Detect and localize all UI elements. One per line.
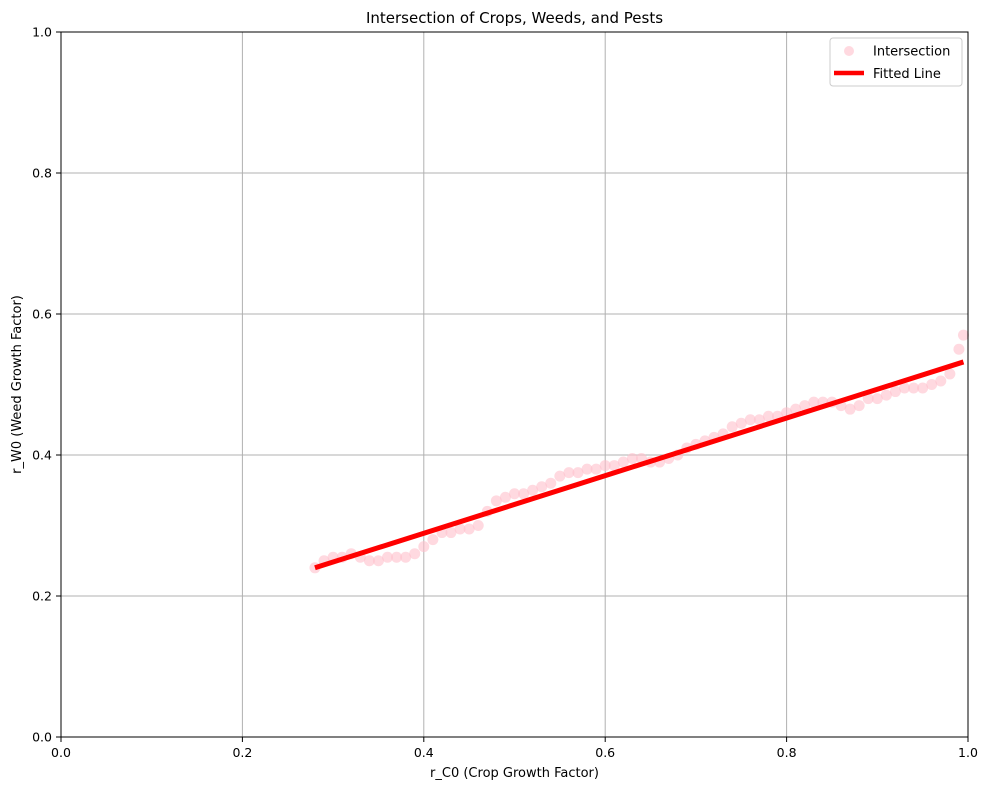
intersection-point (799, 400, 811, 412)
intersection-point (808, 396, 820, 408)
intersection-point (382, 551, 394, 563)
intersection-point (427, 534, 439, 546)
legend-intersection-label: Intersection (873, 45, 950, 60)
intersection-point (509, 488, 520, 500)
intersection-point (499, 491, 511, 503)
x-tick-label: 0.0 (51, 745, 71, 760)
x-tick-label: 0.2 (232, 745, 252, 760)
intersection-point (608, 460, 620, 472)
intersection-point (853, 400, 865, 412)
y-tick-label: 0.6 (32, 307, 52, 322)
y-tick-label: 0.4 (32, 448, 52, 463)
intersection-point (400, 551, 412, 563)
legend-fitted-line-label: Fitted Line (873, 67, 941, 82)
legend: Intersection Fitted Line (829, 37, 963, 87)
fitted-line-group (314, 359, 965, 571)
intersection-point (554, 470, 566, 482)
intersection-point (908, 382, 920, 394)
intersection-point (917, 382, 929, 394)
fitted-line (314, 359, 965, 571)
intersection-point (599, 460, 611, 472)
intersection-point (363, 555, 375, 567)
intersection-point (572, 467, 584, 479)
intersection-point (899, 382, 911, 394)
x-tick-label: 0.4 (414, 745, 434, 760)
x-axis-label: r_C0 (Crop Growth Factor) (430, 766, 599, 781)
intersection-point (372, 555, 384, 567)
intersection-point (626, 453, 638, 465)
intersection-point (726, 421, 738, 433)
intersection-point (409, 548, 421, 560)
intersection-point (935, 375, 947, 387)
y-tick-label: 0.0 (32, 730, 52, 745)
intersection-point (871, 393, 883, 405)
grid (60, 31, 969, 738)
intersection-point (418, 541, 430, 553)
intersection-point (957, 329, 969, 341)
intersection-point (617, 456, 629, 468)
intersection-point (545, 477, 557, 489)
y-axis-label: r_W0 (Weed Growth Factor) (10, 295, 25, 474)
intersection-point (735, 417, 747, 429)
intersection-point (472, 520, 484, 531)
intersection-point (762, 410, 774, 422)
intersection-point (944, 368, 956, 380)
intersection-point (753, 414, 765, 426)
intersection-point (527, 484, 539, 496)
intersection-point (581, 463, 593, 475)
intersection-point (454, 523, 466, 535)
x-tick-label: 1.0 (958, 745, 978, 760)
intersection-point (463, 523, 475, 535)
intersection-point (844, 403, 856, 415)
intersection-point (953, 343, 965, 355)
intersection-point (926, 379, 938, 390)
x-tick-label: 0.6 (595, 745, 615, 760)
intersection-point (889, 386, 901, 398)
intersection-point (744, 414, 756, 426)
legend-intersection-marker (844, 46, 854, 56)
intersection-point (880, 389, 892, 401)
intersection-point (536, 481, 548, 493)
intersection-point (563, 467, 575, 479)
plot-frame (60, 31, 969, 738)
y-tick-label: 1.0 (32, 25, 52, 40)
intersection-point (518, 488, 530, 500)
y-tick-label: 0.8 (32, 166, 52, 181)
intersection-point (490, 495, 502, 507)
y-tick-label: 0.2 (32, 589, 52, 604)
axis-ticks: 0.0 0.2 0.4 0.6 0.8 1.0 0.0 0.2 0.4 0.6 0.8 1.0 (32, 25, 978, 761)
intersection-point (590, 463, 602, 475)
x-tick-label: 0.8 (777, 745, 797, 760)
chart-title: Intersection of Crops, Weeds, and Pests (366, 9, 663, 27)
intersection-point (391, 551, 403, 563)
intersection-point (862, 393, 874, 405)
intersection-point (445, 527, 457, 539)
